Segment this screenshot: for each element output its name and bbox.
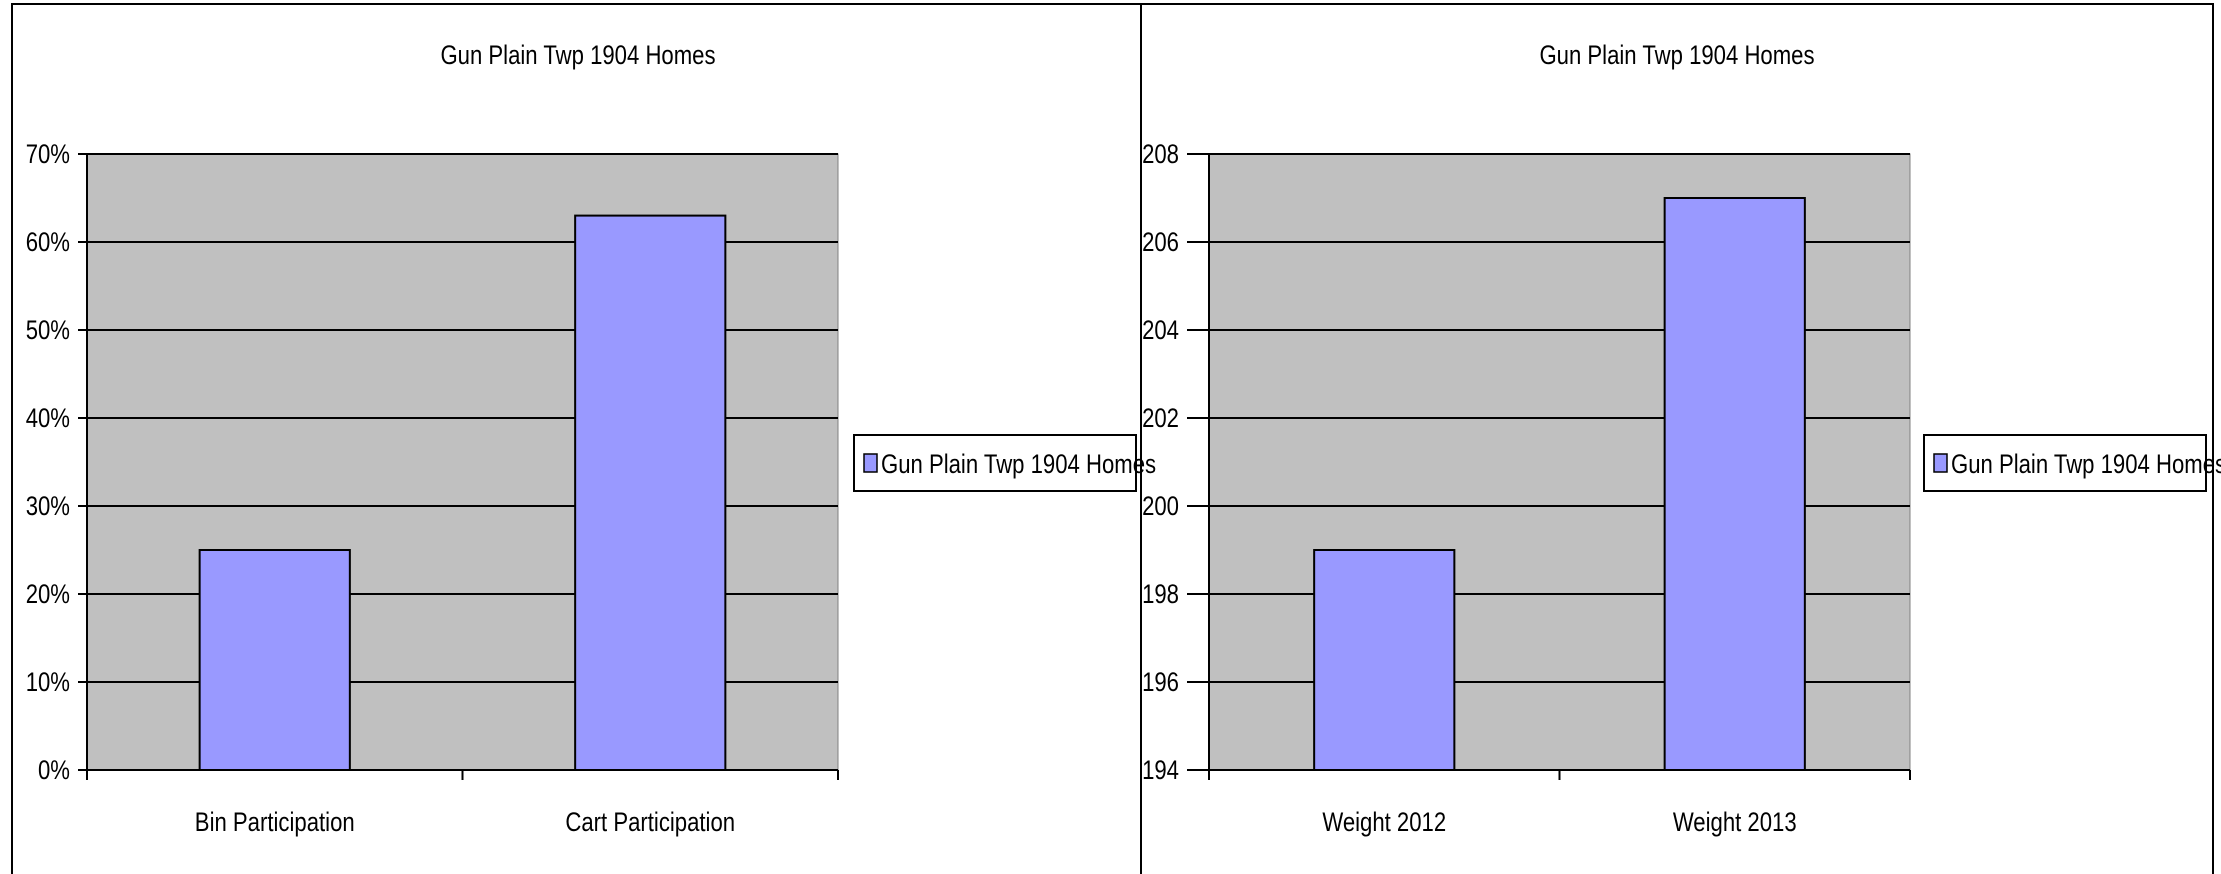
legend: Gun Plain Twp 1904 Homes [1923,434,2221,492]
chart-outer-border [11,3,2214,874]
legend-box [1923,434,2207,492]
x-category-label: Bin Participation [195,808,355,838]
x-category-label: Cart Participation [565,808,735,838]
y-tick-label: 10% [26,668,70,698]
legend-swatch [863,453,878,473]
x-category-label: Weight 2013 [1673,808,1797,838]
legend: Gun Plain Twp 1904 Homes [853,434,1156,492]
bar [198,549,351,771]
y-tick-label: 204 [1142,316,1179,346]
y-tick-label: 50% [26,316,70,346]
y-tick-label: 200 [1142,492,1179,522]
y-tick-label: 40% [26,404,70,434]
x-category-label: Weight 2012 [1322,808,1446,838]
y-tick-label: 196 [1142,668,1179,698]
legend-box [853,434,1137,492]
y-tick-label: 206 [1142,228,1179,258]
y-tick-label: 202 [1142,404,1179,434]
y-tick-label: 60% [26,228,70,258]
legend-swatch [1933,453,1948,473]
bar [1663,197,1806,771]
chart-panel-2: Gun Plain Twp 1904 Homes 194 196 198 200 202 2… [1142,41,2221,838]
y-tick-label: 30% [26,492,70,522]
y-tick-label: 198 [1142,580,1179,610]
bar [574,214,727,772]
chart-title: Gun Plain Twp 1904 Homes [440,41,715,71]
legend-label: Gun Plain Twp 1904 Homes [881,450,1156,480]
y-tick-label: 0% [38,756,70,786]
y-tick-label: 208 [1142,140,1179,170]
y-tick-label: 194 [1142,756,1179,786]
y-tick-label: 70% [26,140,70,170]
legend-label: Gun Plain Twp 1904 Homes [1951,450,2221,480]
chart-panel-1: Gun Plain Twp 1904 Homes 0% 10% 20% 30% 40% 50… [26,41,1156,838]
chart-title: Gun Plain Twp 1904 Homes [1539,41,1814,71]
y-tick-label: 20% [26,580,70,610]
bar [1313,549,1456,771]
